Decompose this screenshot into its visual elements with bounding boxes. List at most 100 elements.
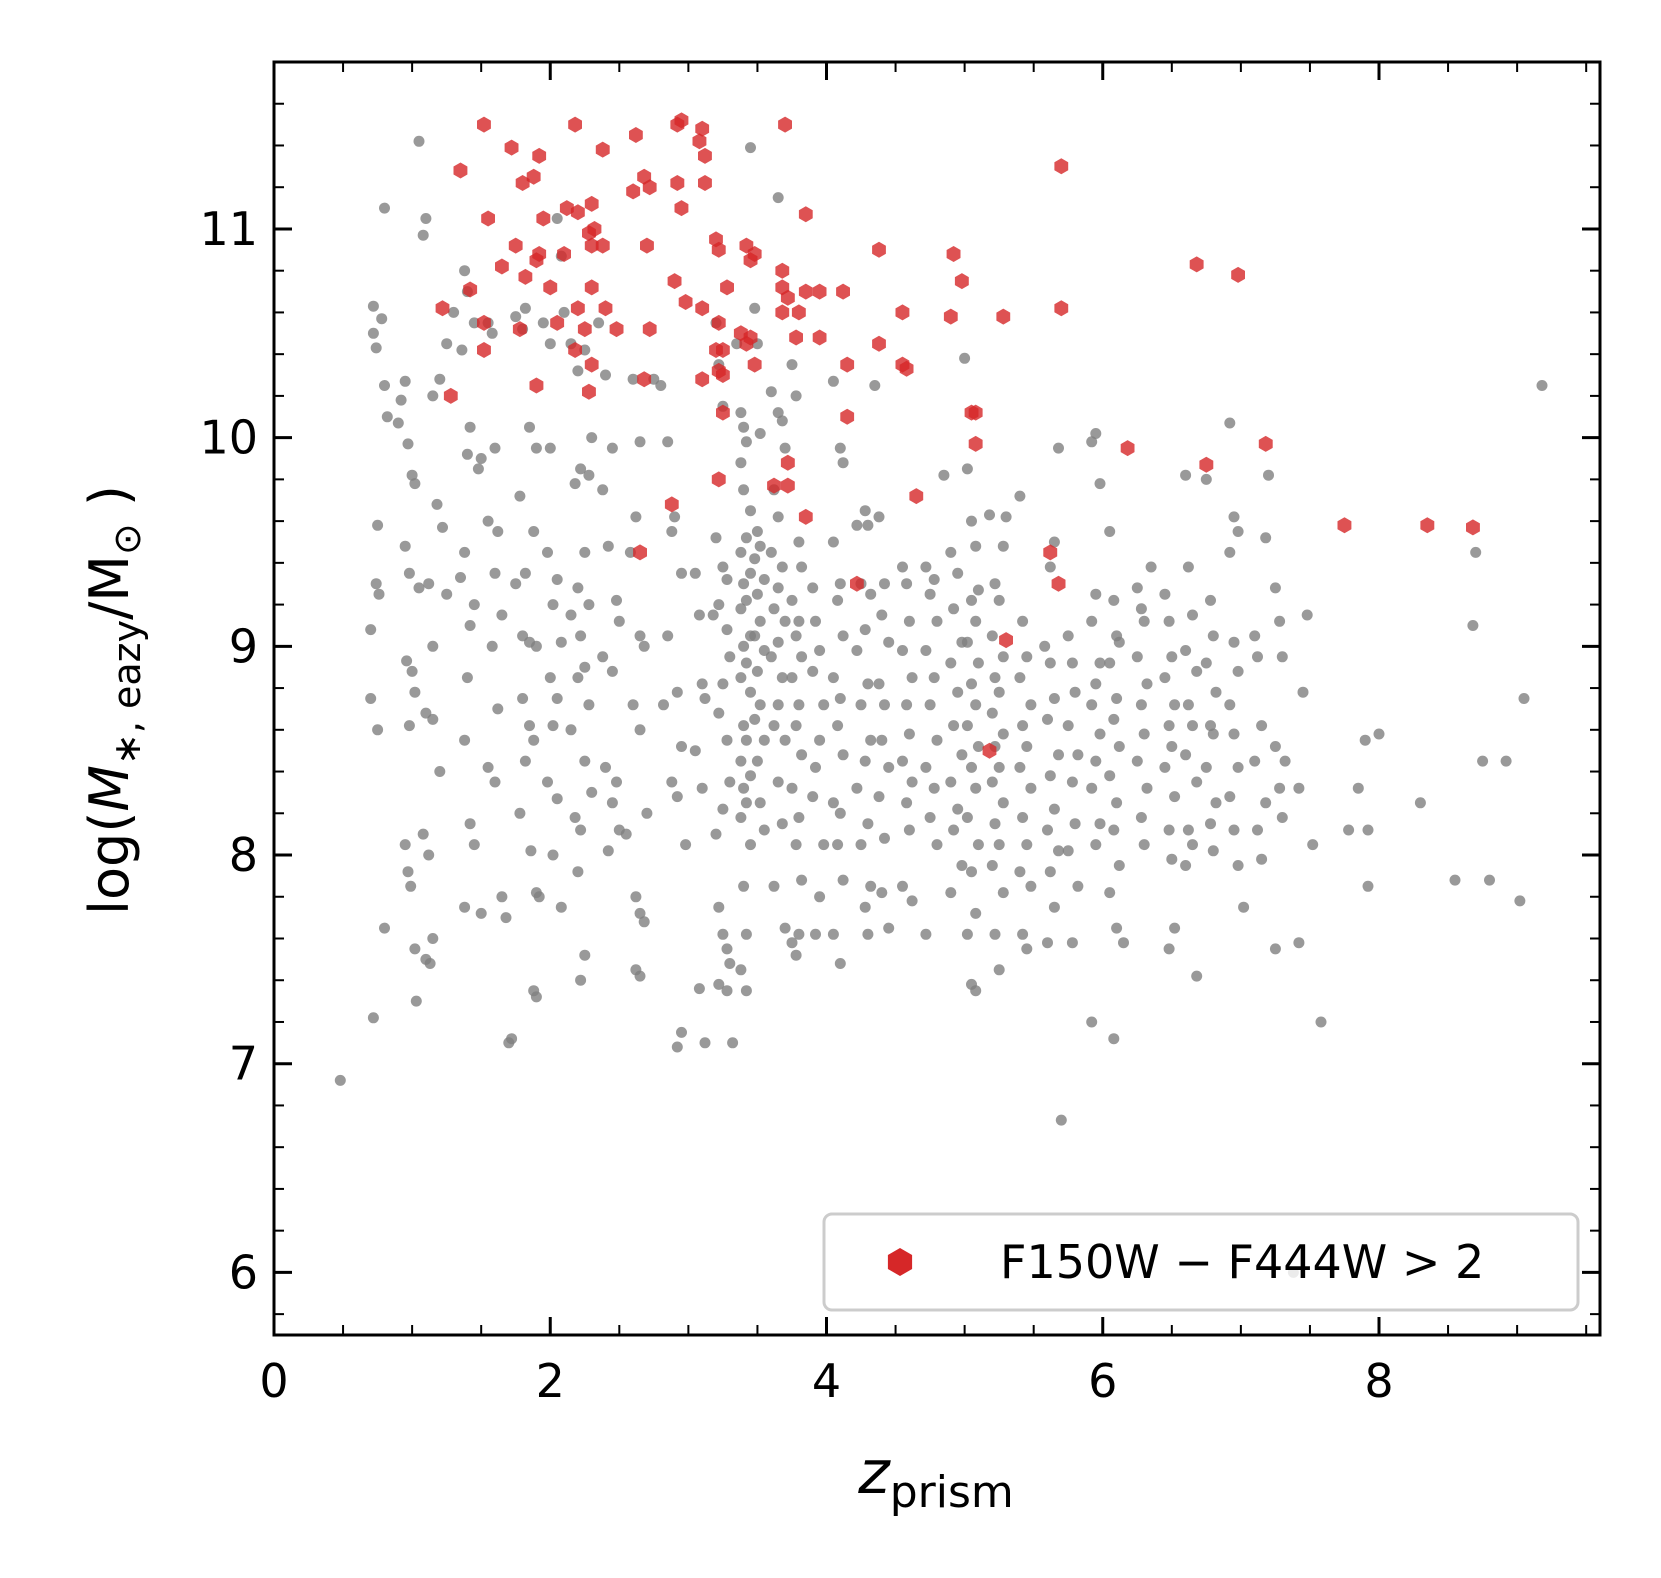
gray-point-504 [1094,728,1106,740]
gray-point-529 [1131,651,1143,663]
gray-point-103 [514,807,526,819]
red-point-70 [711,471,726,488]
x-axis-label-sub: prism [890,1467,1014,1518]
gray-point-385 [920,561,932,573]
y-axis-label-mid: /M [78,555,141,620]
gray-point-128 [579,344,591,356]
gray-point-446 [997,797,1009,809]
gray-point-261 [758,574,770,585]
gray-point-344 [862,519,874,531]
gray-point-610 [1307,839,1319,851]
gray-point-500 [1086,615,1098,627]
gray-point-346 [865,588,877,600]
gray-point-397 [920,928,932,940]
gray-point-8 [372,519,384,531]
gray-point-522 [1113,860,1125,871]
red-point-109 [982,742,997,759]
gray-point-456 [1017,615,1029,627]
gray-point-155 [613,615,625,627]
gray-point-502 [1090,678,1102,690]
gray-point-246 [738,782,750,794]
gray-point-528 [1138,615,1150,627]
gray-point-497 [1090,428,1102,439]
gray-point-68 [464,818,476,830]
gray-point-476 [1048,803,1060,815]
gray-point-91 [530,442,542,454]
gray-point-136 [565,609,577,621]
gray-point-333 [834,693,846,704]
red-point-102 [909,488,924,505]
gray-point-76 [492,526,504,537]
gray-point-620 [1467,620,1479,631]
gray-point-358 [862,928,874,940]
red-point-25 [570,204,585,221]
gray-point-245 [745,770,756,782]
gray-point-523 [1104,887,1116,899]
gray-point-180 [662,436,674,448]
gray-point-206 [721,574,733,585]
gray-point-546 [1169,791,1181,803]
gray-point-430 [970,907,982,919]
gray-point-28 [403,720,415,732]
gray-point-31 [405,880,417,892]
gray-point-512 [1108,594,1120,606]
gray-point-536 [1138,839,1150,851]
gray-point-87 [510,311,522,323]
gray-point-482 [1053,442,1064,454]
y-axis-label-sub: ∗, eazy [105,620,149,765]
gray-point-221 [713,978,725,990]
gray-point-144 [569,812,581,823]
gray-point-152 [606,442,618,454]
gray-point-494 [1072,880,1084,892]
gray-point-9 [370,578,382,590]
red-point-94 [840,356,855,373]
red-point-56 [695,120,710,137]
gray-point-474 [1053,749,1064,761]
gray-point-520 [1111,797,1123,809]
red-point-82 [780,454,795,471]
gray-point-381 [901,797,913,809]
red-point-22 [557,246,571,262]
gray-point-213 [721,734,733,746]
gray-point-260 [749,553,761,565]
gray-point-217 [713,901,725,913]
gray-point-153 [602,540,614,552]
red-point-3 [463,281,478,298]
gray-point-521 [1108,824,1120,836]
gray-point-188 [666,776,678,788]
gray-point-559 [1191,776,1203,788]
gray-point-376 [906,672,918,684]
gray-point-586 [1232,860,1244,871]
x-tick-label: 2 [536,1354,565,1408]
red-point-63 [711,314,726,331]
gray-point-104 [525,845,537,857]
red-point-99 [895,304,910,321]
gray-point-33 [410,995,422,1007]
red-point-89 [798,283,813,300]
x-tick-label: 0 [259,1354,288,1408]
gray-point-603 [1276,812,1288,823]
gray-point-280 [776,561,788,573]
gray-point-307 [786,782,798,794]
gray-point-363 [883,636,895,648]
gray-point-90 [524,421,535,433]
gray-point-156 [597,651,609,663]
gray-point-297 [793,536,805,548]
red-point-77 [747,356,762,373]
red-point-118 [1199,456,1214,473]
gray-point-132 [586,432,598,444]
gray-point-264 [749,630,761,642]
gray-point-193 [689,567,701,579]
gray-point-204 [710,532,722,544]
gray-point-329 [834,578,846,590]
gray-point-626 [1518,693,1530,704]
gray-point-257 [754,428,766,439]
red-point-91 [812,283,827,300]
points-layer [334,112,1548,1278]
red-point-18 [536,210,551,227]
gray-point-331 [837,630,849,642]
gray-point-16 [392,417,404,429]
gray-point-275 [776,415,788,427]
gray-point-185 [658,699,669,711]
gray-point-200 [699,1037,711,1049]
